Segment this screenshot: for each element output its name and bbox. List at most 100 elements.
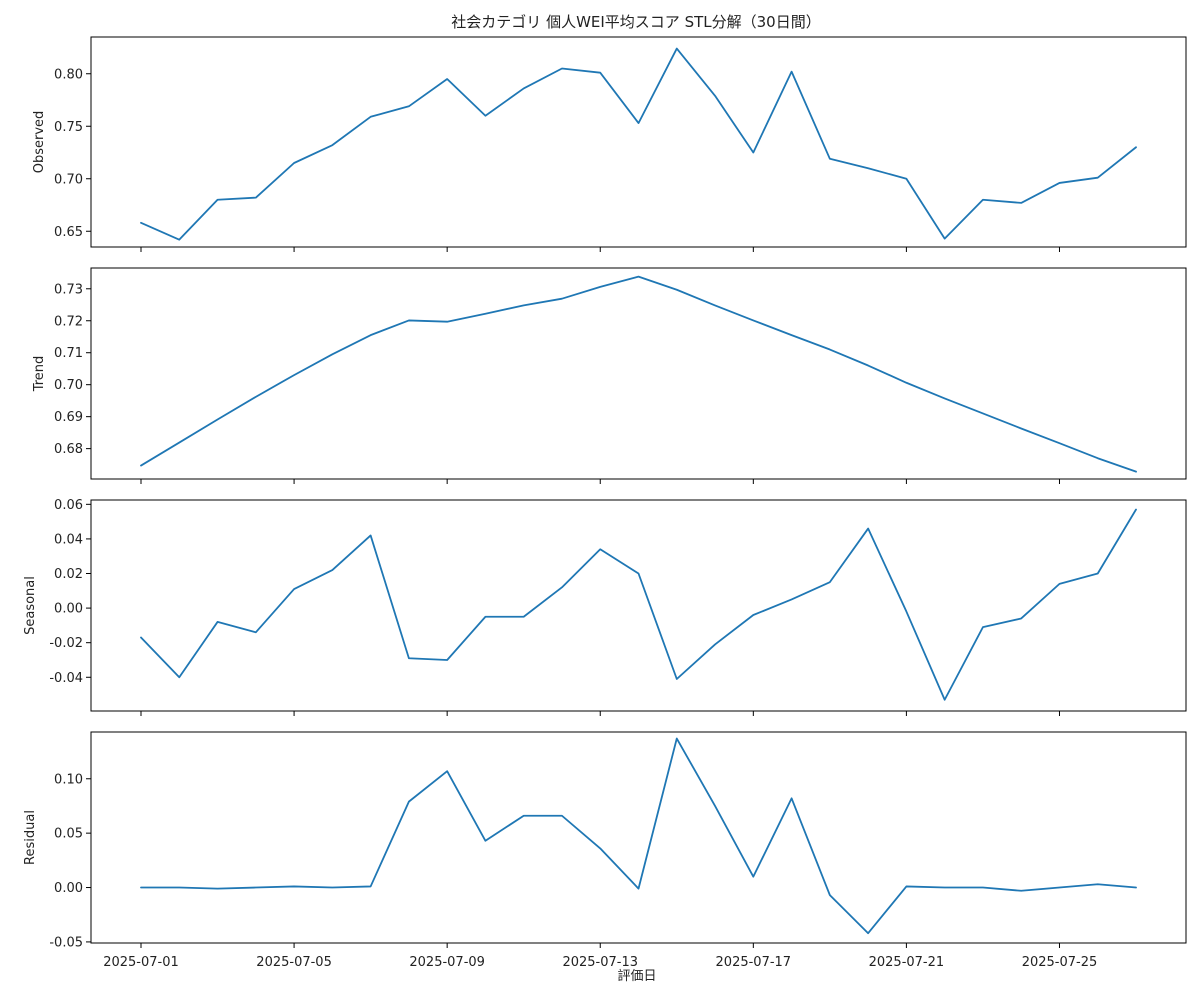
- data-point-trend: [982, 412, 984, 414]
- data-point-residual: [484, 840, 486, 842]
- data-point-trend: [676, 289, 678, 291]
- data-point-residual: [867, 932, 869, 934]
- data-point-seasonal: [484, 616, 486, 618]
- data-point-trend: [1020, 427, 1022, 429]
- data-point-seasonal: [1058, 583, 1060, 585]
- x-tick-label: 2025-07-17: [716, 955, 792, 970]
- y-axis-label-observed: Observed: [32, 111, 47, 174]
- panel-frame: [90, 36, 1187, 248]
- data-point-residual: [293, 885, 295, 887]
- data-point-trend: [829, 349, 831, 351]
- data-point-residual: [255, 887, 257, 889]
- series-line-observed: [140, 47, 1137, 241]
- data-point-observed: [905, 178, 907, 180]
- panel-residual: -0.05 0.00 0.05 0.10 2025-07-01 2025-07-05 202…: [23, 731, 1187, 970]
- y-tick-label: 0.10: [54, 772, 83, 787]
- data-point-trend: [370, 334, 372, 336]
- y-tick-label: 0.80: [54, 67, 83, 82]
- data-point-trend: [523, 304, 525, 306]
- panel-seasonal: -0.04 -0.02 0.00 0.02 0.04 0.06 Seasonal: [23, 498, 1187, 716]
- data-point-observed: [1097, 177, 1099, 179]
- data-point-observed: [446, 78, 448, 80]
- data-point-residual: [523, 815, 525, 817]
- y-tick-label: 0.05: [54, 827, 83, 842]
- data-point-trend: [293, 374, 295, 376]
- y-axis-label-seasonal: Seasonal: [23, 576, 38, 635]
- data-point-residual: [676, 738, 678, 740]
- y-tick-label: 0.73: [54, 282, 83, 297]
- data-point-residual: [1058, 887, 1060, 889]
- data-point-trend: [638, 276, 640, 278]
- x-tick-label: 2025-07-13: [562, 955, 638, 970]
- data-point-residual: [1135, 887, 1137, 889]
- data-point-trend: [331, 353, 333, 355]
- data-point-seasonal: [982, 626, 984, 628]
- data-point-trend: [217, 419, 219, 421]
- panel-observed: 0.65 0.70 0.75 0.80 Observed: [32, 36, 1187, 252]
- y-tick-label: 0.65: [54, 225, 83, 240]
- panel-frame: [90, 731, 1187, 944]
- data-point-residual: [1097, 883, 1099, 885]
- data-point-seasonal: [638, 573, 640, 575]
- data-point-observed: [982, 199, 984, 201]
- y-tick-label: 0.72: [54, 314, 83, 329]
- data-point-trend: [484, 313, 486, 315]
- y-axis-label-trend: Trend: [32, 356, 47, 393]
- x-tick-label: 2025-07-21: [869, 955, 945, 970]
- data-point-seasonal: [867, 528, 869, 530]
- data-point-trend: [714, 304, 716, 306]
- data-point-residual: [217, 888, 219, 890]
- data-point-residual: [752, 876, 754, 878]
- data-point-observed: [1135, 146, 1137, 148]
- data-point-residual: [408, 801, 410, 803]
- data-point-observed: [178, 239, 180, 241]
- data-point-observed: [944, 238, 946, 240]
- data-point-trend: [599, 286, 601, 288]
- data-point-seasonal: [1097, 573, 1099, 575]
- data-point-residual: [331, 887, 333, 889]
- panel-frame: [90, 499, 1187, 712]
- data-point-residual: [140, 887, 142, 889]
- data-point-seasonal: [293, 588, 295, 590]
- x-tick-label: 2025-07-25: [1022, 955, 1098, 970]
- y-tick-label: 0.02: [54, 567, 83, 582]
- y-tick-label: -0.02: [49, 636, 83, 651]
- y-tick-label: -0.04: [49, 671, 83, 686]
- data-point-residual: [944, 887, 946, 889]
- y-tick-label: 0.71: [54, 346, 83, 361]
- data-point-trend: [791, 334, 793, 336]
- data-point-residual: [599, 847, 601, 849]
- data-point-seasonal: [561, 586, 563, 588]
- data-point-residual: [905, 885, 907, 887]
- data-point-observed: [676, 48, 678, 50]
- y-axis-label-residual: Residual: [23, 810, 38, 865]
- y-tick-label: 0.75: [54, 120, 83, 135]
- data-point-seasonal: [1020, 617, 1022, 619]
- data-point-residual: [638, 888, 640, 890]
- y-tick-label: 0.70: [54, 378, 83, 393]
- data-point-residual: [561, 815, 563, 817]
- y-tick-label: 0.06: [54, 498, 83, 513]
- data-point-residual: [829, 894, 831, 896]
- data-point-trend: [1135, 471, 1137, 473]
- data-point-seasonal: [714, 643, 716, 645]
- data-point-trend: [140, 465, 142, 467]
- data-point-observed: [217, 199, 219, 201]
- data-point-observed: [561, 68, 563, 70]
- data-point-trend: [905, 382, 907, 384]
- data-point-trend: [561, 298, 563, 300]
- data-point-residual: [714, 805, 716, 807]
- series-line-trend: [140, 275, 1137, 473]
- y-tick-label: -0.05: [49, 935, 83, 950]
- data-point-seasonal: [178, 676, 180, 678]
- series-line-residual: [140, 737, 1137, 935]
- data-point-seasonal: [523, 616, 525, 618]
- data-point-seasonal: [331, 569, 333, 571]
- data-point-observed: [1020, 202, 1022, 204]
- data-point-seasonal: [408, 657, 410, 659]
- x-axis-label: 評価日: [617, 969, 656, 984]
- data-point-seasonal: [140, 636, 142, 638]
- y-tick-label: 0.70: [54, 172, 83, 187]
- data-point-seasonal: [446, 659, 448, 661]
- x-tick-label: 2025-07-05: [256, 955, 332, 970]
